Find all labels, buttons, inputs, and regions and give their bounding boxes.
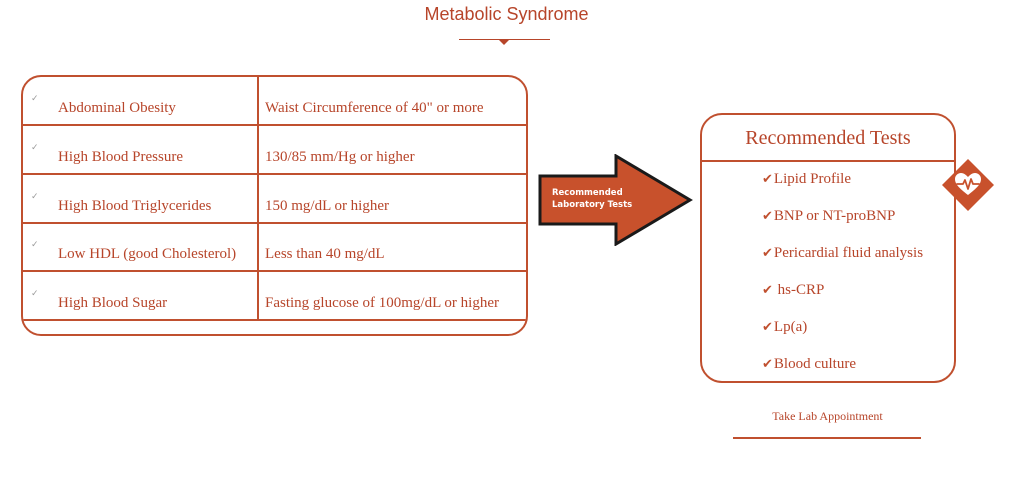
check-icon: ✔ bbox=[762, 283, 773, 298]
card-divider bbox=[700, 160, 956, 162]
table-row: ✓ High Blood Triglycerides 150 mg/dL or … bbox=[23, 175, 526, 224]
arrow-label-line2: Laboratory Tests bbox=[552, 200, 633, 210]
list-item: ✔ hs-CRP bbox=[762, 282, 923, 319]
card-title: Recommended Tests bbox=[745, 127, 911, 149]
criterion-value: 150 mg/dL or higher bbox=[265, 198, 390, 214]
table-row: ✓ Abdominal Obesity Waist Circumference … bbox=[23, 77, 526, 126]
list-item: ✔Pericardial fluid analysis bbox=[762, 245, 923, 282]
check-icon: ✔ bbox=[762, 357, 773, 372]
criterion-name: High Blood Pressure bbox=[58, 149, 183, 165]
check-icon: ✓ bbox=[31, 289, 39, 299]
page-title: Metabolic Syndrome bbox=[424, 4, 589, 24]
check-icon: ✓ bbox=[31, 143, 39, 153]
check-icon: ✓ bbox=[31, 94, 39, 104]
check-icon: ✔ bbox=[762, 246, 773, 261]
tests-list: ✔Lipid Profile ✔BNP or NT-proBNP ✔Perica… bbox=[762, 171, 923, 393]
list-item: ✔Lipid Profile bbox=[762, 171, 923, 208]
appointment-underline bbox=[733, 437, 921, 439]
criterion-value: 130/85 mm/Hg or higher bbox=[265, 149, 415, 165]
recommended-tests-card: Recommended Tests ✔Lipid Profile ✔BNP or… bbox=[700, 113, 956, 383]
test-label: Pericardial fluid analysis bbox=[773, 245, 924, 261]
test-label: Lipid Profile bbox=[773, 171, 851, 187]
check-icon: ✔ bbox=[762, 172, 773, 187]
list-item: ✔Lp(a) bbox=[762, 319, 923, 356]
criterion-value: Fasting glucose of 100mg/dL or higher bbox=[265, 295, 499, 311]
take-lab-appointment-link[interactable]: Take Lab Appointment bbox=[772, 409, 883, 423]
test-label: Blood culture bbox=[773, 356, 856, 372]
title-underline bbox=[459, 39, 550, 40]
heart-pulse-icon bbox=[942, 159, 994, 211]
criterion-name: High Blood Sugar bbox=[58, 295, 168, 311]
test-label: hs-CRP bbox=[773, 282, 825, 298]
table-row: ✓ Low HDL (good Cholesterol) Less than 4… bbox=[23, 223, 526, 272]
list-item: ✔BNP or NT-proBNP bbox=[762, 208, 923, 245]
test-label: BNP or NT-proBNP bbox=[773, 208, 896, 224]
table-row: ✓ High Blood Sugar Fasting glucose of 10… bbox=[23, 272, 526, 321]
check-icon: ✔ bbox=[762, 209, 773, 224]
criterion-name: Abdominal Obesity bbox=[58, 100, 176, 116]
check-icon: ✓ bbox=[31, 240, 39, 250]
column-divider bbox=[257, 77, 259, 320]
list-item: ✔Blood culture bbox=[762, 356, 923, 393]
table-row: ✓ High Blood Pressure 130/85 mm/Hg or hi… bbox=[23, 126, 526, 175]
arrow-label-line1: Recommended bbox=[552, 188, 623, 198]
check-icon: ✓ bbox=[31, 192, 39, 202]
criterion-value: Waist Circumference of 40" or more bbox=[265, 100, 484, 116]
test-label: Lp(a) bbox=[773, 319, 808, 335]
check-icon: ✔ bbox=[762, 320, 773, 335]
caret-down-icon bbox=[499, 40, 509, 45]
criterion-name: Low HDL (good Cholesterol) bbox=[58, 246, 237, 262]
right-arrow-icon bbox=[538, 154, 693, 246]
arrow-label: Recommended Laboratory Tests bbox=[552, 187, 644, 211]
criterion-value: Less than 40 mg/dL bbox=[265, 246, 385, 262]
criteria-table: ✓ Abdominal Obesity Waist Circumference … bbox=[21, 75, 528, 336]
criterion-name: High Blood Triglycerides bbox=[58, 198, 212, 214]
